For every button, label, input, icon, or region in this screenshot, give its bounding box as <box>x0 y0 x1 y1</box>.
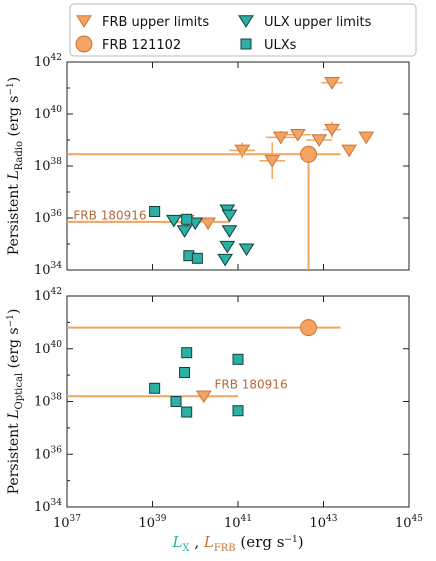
data-point-triangle-down <box>358 131 375 145</box>
x-axis-title: LX , LFRB (erg s−1) <box>171 533 303 554</box>
data-point-square <box>181 406 193 418</box>
data-point-square <box>181 213 193 225</box>
data-point-triangle-down <box>217 253 234 267</box>
data-point-square <box>149 382 161 394</box>
data-point-triangle-down <box>324 123 340 137</box>
legend-label: ULX upper limits <box>264 15 372 30</box>
y-tick-label: 1040 <box>34 105 62 122</box>
data-point-triangle-down <box>264 155 281 168</box>
data-point-triangle-down <box>195 390 212 404</box>
series-frb-121102 <box>67 319 341 337</box>
data-point-square <box>170 396 182 407</box>
annotation-label: FRB 180916 <box>214 377 287 391</box>
series-frb-121102 <box>67 145 341 270</box>
legend-marker <box>238 15 254 28</box>
x-tick-label: 1039 <box>139 514 167 531</box>
data-point-triangle-down <box>176 225 193 238</box>
data-point-triangle-down <box>311 134 328 147</box>
data-point-triangle-down <box>238 243 255 257</box>
y-tick-label: 1042 <box>34 287 62 304</box>
panel-optical: 1034 1036 1038 1040 1042 1037 1039 1041 1043 1045… <box>6 287 423 531</box>
data-point-circle <box>300 145 318 163</box>
data-point-triangle-down <box>221 209 238 223</box>
data-point-square <box>232 405 244 417</box>
x-tick-label: 1037 <box>53 514 81 531</box>
plot-frame <box>66 61 410 271</box>
annotation-label: FRB 180916 <box>73 208 146 222</box>
series-ulxs <box>149 347 244 418</box>
legend-marker <box>76 15 92 28</box>
y-tick-label: 1034 <box>34 498 62 515</box>
legend-label: FRB 121102 <box>102 38 181 53</box>
y-axis-label: Persistent LOptical (erg s−1) <box>6 309 25 495</box>
series-frb-180916 <box>67 390 238 404</box>
data-point-triangle-down <box>221 225 238 238</box>
legend-box <box>69 3 417 57</box>
data-point-triangle-down <box>219 240 236 254</box>
data-point-triangle-down <box>234 144 251 158</box>
y-tick-label: 1034 <box>34 261 62 278</box>
legend: FRB upper limits ULX upper limits FRB 1211… <box>69 3 417 57</box>
panel-radio: 1034 1036 1038 1040 1042 Persistent LRadio (e… <box>6 53 410 278</box>
x-tick-label: 1043 <box>310 514 338 531</box>
data-point-triangle-down <box>200 217 216 231</box>
y-tick-label: 1038 <box>34 157 62 174</box>
data-point-square <box>149 206 161 217</box>
x-tick-label: 1045 <box>395 514 423 531</box>
data-point-triangle-down <box>324 77 340 90</box>
data-point-square <box>181 347 193 359</box>
data-point-square <box>179 366 191 378</box>
data-point-triangle-down <box>341 144 358 158</box>
legend-marker <box>75 35 93 53</box>
y-tick-label: 1038 <box>34 393 62 410</box>
data-point-square <box>191 252 203 264</box>
x-axis-label: LX , LFRB (erg s−1) <box>171 533 303 554</box>
y-tick-label: 1042 <box>34 53 62 70</box>
data-point-circle <box>300 319 318 337</box>
legend-label: ULXs <box>264 38 297 53</box>
legend-marker <box>240 38 252 50</box>
data-point-triangle-down <box>272 131 289 145</box>
y-axis-label: Persistent LRadio (erg s−1) <box>6 77 25 256</box>
legend-label: FRB upper limits <box>102 15 209 30</box>
data-point-triangle-down <box>165 214 182 228</box>
data-point-triangle-down <box>289 129 306 142</box>
series-ulx-upper-limits <box>165 204 255 267</box>
series-ulxs <box>149 206 203 264</box>
y-tick-label: 1036 <box>34 445 62 462</box>
y-tick-label: 1036 <box>34 209 62 226</box>
data-point-square <box>232 353 244 365</box>
x-tick-label: 1041 <box>224 514 252 531</box>
y-tick-label: 1040 <box>34 340 62 357</box>
